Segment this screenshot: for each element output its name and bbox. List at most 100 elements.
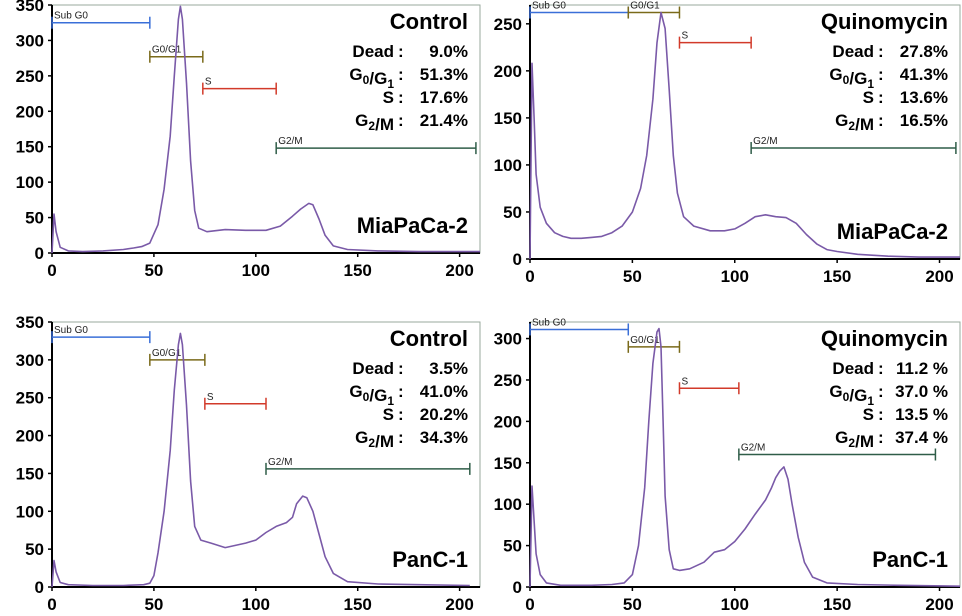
y-tick-label: 150 [494,109,522,128]
x-tick-label: 0 [47,261,56,280]
gate-g0-g1: G0/G1 [627,335,681,353]
y-tick-label: 200 [494,62,522,81]
gate-label: G2/M [278,136,302,147]
stat-value: 51.3% [420,65,468,84]
cell-line-label: PanC-1 [872,547,948,572]
x-tick-label: 50 [623,267,642,286]
y-tick-label: 50 [503,537,522,556]
stat-g0-g1: G0/G1:41.0% [349,382,468,408]
gate-label: G2/M [741,443,765,454]
x-tick-label: 100 [242,595,270,614]
gate-label: S [681,376,688,387]
stat-s: S:17.6% [383,88,468,107]
histogram-quinomycin-panc1: 0 50 100 150 200 250 300 0 50 100 150 200 Sub G0 G0/G… [494,317,961,614]
stat-colon: : [878,88,884,107]
stat-value: 16.5% [900,111,948,130]
y-tick-label: 250 [16,389,44,408]
y-tick-label: 250 [494,15,522,34]
y-tick-label: 200 [16,102,44,121]
y-tick-label: 50 [503,203,522,222]
gate-g2-m: G2/M [738,443,937,461]
stat-label: G0/G1 [349,65,394,91]
condition-title: Control [390,326,468,351]
stat-dead: Dead:11.2 % [832,359,948,378]
cell-line-label: PanC-1 [392,547,468,572]
x-tick-label: 150 [823,595,851,614]
histogram-line [51,5,480,254]
stat-dead: Dead: 9.0% [352,42,468,61]
y-tick-label: 250 [16,67,44,86]
gate-label: S [681,31,688,42]
y-tick-label: 300 [16,351,44,370]
stat-dead: Dead: 3.5% [352,359,468,378]
stat-value: 9.0% [429,42,468,61]
gate-label: G2/M [268,457,292,468]
y-tick-label: 0 [513,578,522,597]
stat-label: G0/G1 [349,382,394,408]
stat-colon: : [878,382,884,401]
y-tick-label: 100 [494,495,522,514]
stat-colon: : [398,382,404,401]
gate-label: G0/G1 [152,45,182,56]
y-tick-label: 100 [494,156,522,175]
stat-g0-g1: G0/G1:41.3% [829,65,948,91]
x-tick-label: 50 [623,595,642,614]
x-tick-label: 200 [925,595,953,614]
stat-label: G2/M [355,428,394,451]
x-tick-label: 50 [144,595,163,614]
y-tick-label: 50 [25,209,44,228]
gate-label: Sub G0 [54,11,88,22]
stat-g2-m: G2/M:16.5% [835,111,948,134]
y-tick-label: 150 [16,138,44,157]
stat-value: 13.6% [900,88,948,107]
gate-label: G0/G1 [630,335,660,346]
stat-s: S:13.5 % [863,405,948,424]
gate-label: Sub G0 [532,1,566,12]
histogram-line [529,327,961,588]
gate-sub-g0: Sub G0 [51,11,151,29]
y-tick-label: 0 [35,578,44,597]
x-tick-label: 200 [925,267,953,286]
stat-value: 37.0 % [895,382,948,401]
x-tick-label: 150 [344,261,372,280]
stat-label: Dead [352,359,394,378]
condition-title: Quinomycin [821,326,948,351]
y-tick-label: 50 [25,540,44,559]
stat-colon: : [398,42,404,61]
stat-label: G2/M [835,428,874,451]
stat-label: G2/M [835,111,874,134]
histogram-control-miapaca2: 0 50 100 150 200 250 300 350 0 50 100 150 200 Sub G0 G… [16,0,481,280]
stat-value: 37.4 % [895,428,948,447]
x-tick-label: 0 [525,595,534,614]
y-tick-label: 150 [494,454,522,473]
x-tick-label: 100 [242,261,270,280]
x-tick-label: 50 [144,261,163,280]
gate-label: S [205,77,212,88]
stat-label: Dead [832,359,874,378]
stat-label: Dead [832,42,874,61]
stat-value: 3.5% [429,359,468,378]
stat-colon: : [398,428,404,447]
gate-label: G2/M [753,136,777,147]
stat-value: 41.3% [900,65,948,84]
gate-g0-g1: G0/G1 [627,1,681,19]
stat-label: G2/M [355,111,394,134]
x-tick-label: 0 [525,267,534,286]
y-tick-label: 150 [16,464,44,483]
y-tick-label: 0 [35,244,44,263]
stat-g2-m: G2/M:21.4% [355,111,468,134]
stat-colon: : [878,111,884,130]
stat-colon: : [878,65,884,84]
stat-g0-g1: G0/G1:51.3% [349,65,468,91]
stat-g0-g1: G0/G1:37.0 % [829,382,948,408]
gate-g2-m: G2/M [750,136,957,154]
y-tick-label: 100 [16,502,44,521]
stat-s: S:13.6% [863,88,948,107]
stat-label: G0/G1 [829,382,874,408]
stat-value: 27.8% [900,42,948,61]
stat-label: Dead [352,42,394,61]
stat-colon: : [878,359,884,378]
y-tick-label: 200 [494,412,522,431]
cell-line-label: MiaPaCa-2 [357,213,468,238]
